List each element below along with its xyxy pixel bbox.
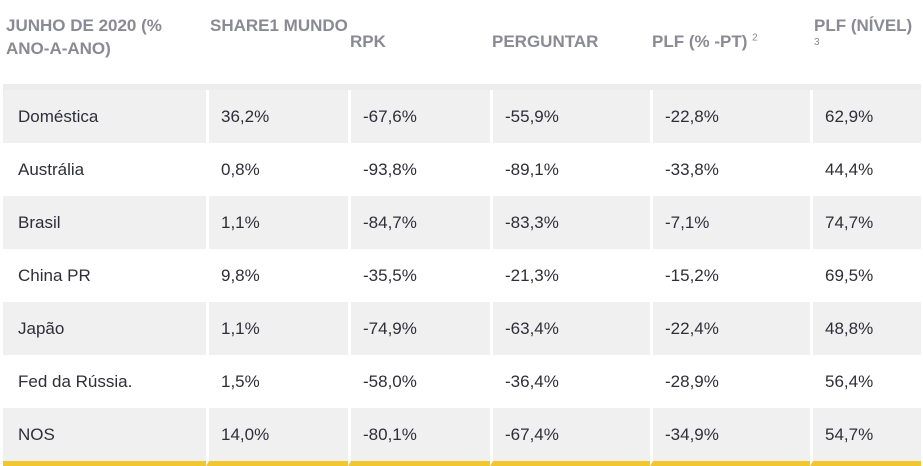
cell-ask: -21,3% [490, 249, 650, 302]
cell-plf-pt: -7,1% [650, 196, 810, 249]
header-plf-level-label: PLF (NÍVEL) [814, 16, 913, 35]
cell-share: 36,2% [206, 90, 348, 143]
cell-rpk: -80,1% [348, 408, 490, 466]
cell-plf-level: 62,9% [810, 90, 921, 143]
header-period: JUNHO DE 2020 (% ANO-A-ANO) [3, 0, 206, 90]
cell-rpk: -74,9% [348, 302, 490, 355]
cell-rpk: -93,8% [348, 143, 490, 196]
cell-region: China PR [3, 249, 206, 302]
data-table-container: JUNHO DE 2020 (% ANO-A-ANO) SHARE1 MUNDO… [3, 16, 921, 466]
header-plf-pt: PLF (% -PT) 2 [650, 0, 810, 90]
header-plf-pt-footnote: 2 [752, 32, 758, 44]
header-world-share-label: SHARE1 MUNDO [210, 16, 348, 35]
cell-ask: -67,4% [490, 408, 650, 466]
table-header-row: JUNHO DE 2020 (% ANO-A-ANO) SHARE1 MUNDO… [3, 0, 921, 90]
cell-plf-pt: -22,8% [650, 90, 810, 143]
table-row: Japão 1,1% -74,9% -63,4% -22,4% 48,8% [3, 302, 921, 355]
cell-plf-level: 48,8% [810, 302, 921, 355]
table-row: Brasil 1,1% -84,7% -83,3% -7,1% 74,7% [3, 196, 921, 249]
table-row: Austrália 0,8% -93,8% -89,1% -33,8% 44,4… [3, 143, 921, 196]
header-world-share: SHARE1 MUNDO [206, 0, 348, 90]
cell-region: NOS [3, 408, 206, 466]
cell-ask: -83,3% [490, 196, 650, 249]
cell-plf-pt: -28,9% [650, 355, 810, 408]
header-plf-level-footnote: 3 [814, 37, 820, 48]
cell-ask: -36,4% [490, 355, 650, 408]
cell-share: 1,1% [206, 196, 348, 249]
cell-region: Japão [3, 302, 206, 355]
cell-region: Doméstica [3, 90, 206, 143]
header-rpk: RPK [348, 0, 490, 90]
header-period-label: JUNHO DE 2020 (% ANO-A-ANO) [6, 16, 162, 58]
cell-plf-level: 54,7% [810, 408, 921, 466]
cell-plf-level: 74,7% [810, 196, 921, 249]
cell-share: 0,8% [206, 143, 348, 196]
cell-plf-level: 44,4% [810, 143, 921, 196]
cell-plf-level: 69,5% [810, 249, 921, 302]
table-row: Fed da Rússia. 1,5% -58,0% -36,4% -28,9%… [3, 355, 921, 408]
cell-rpk: -58,0% [348, 355, 490, 408]
cell-plf-pt: -22,4% [650, 302, 810, 355]
table-row: China PR 9,8% -35,5% -21,3% -15,2% 69,5% [3, 249, 921, 302]
header-ask-label: PERGUNTAR [492, 32, 599, 51]
cell-share: 9,8% [206, 249, 348, 302]
cell-plf-pt: -33,8% [650, 143, 810, 196]
cell-rpk: -84,7% [348, 196, 490, 249]
header-ask: PERGUNTAR [490, 0, 650, 90]
cell-plf-pt: -15,2% [650, 249, 810, 302]
cell-rpk: -67,6% [348, 90, 490, 143]
cell-ask: -55,9% [490, 90, 650, 143]
cell-region: Fed da Rússia. [3, 355, 206, 408]
header-rpk-label: RPK [350, 32, 386, 51]
cell-ask: -89,1% [490, 143, 650, 196]
cell-plf-level: 56,4% [810, 355, 921, 408]
cell-share: 14,0% [206, 408, 348, 466]
table-row: Doméstica 36,2% -67,6% -55,9% -22,8% 62,… [3, 90, 921, 143]
cell-ask: -63,4% [490, 302, 650, 355]
cell-rpk: -35,5% [348, 249, 490, 302]
cell-region: Austrália [3, 143, 206, 196]
cell-share: 1,5% [206, 355, 348, 408]
table-row: NOS 14,0% -80,1% -67,4% -34,9% 54,7% [3, 408, 921, 466]
cell-region: Brasil [3, 196, 206, 249]
cell-share: 1,1% [206, 302, 348, 355]
cell-plf-pt: -34,9% [650, 408, 810, 466]
header-plf-level: PLF (NÍVEL) 3 [810, 0, 921, 90]
traffic-table: JUNHO DE 2020 (% ANO-A-ANO) SHARE1 MUNDO… [3, 0, 921, 466]
header-plf-pt-label: PLF (% -PT) [652, 32, 748, 51]
